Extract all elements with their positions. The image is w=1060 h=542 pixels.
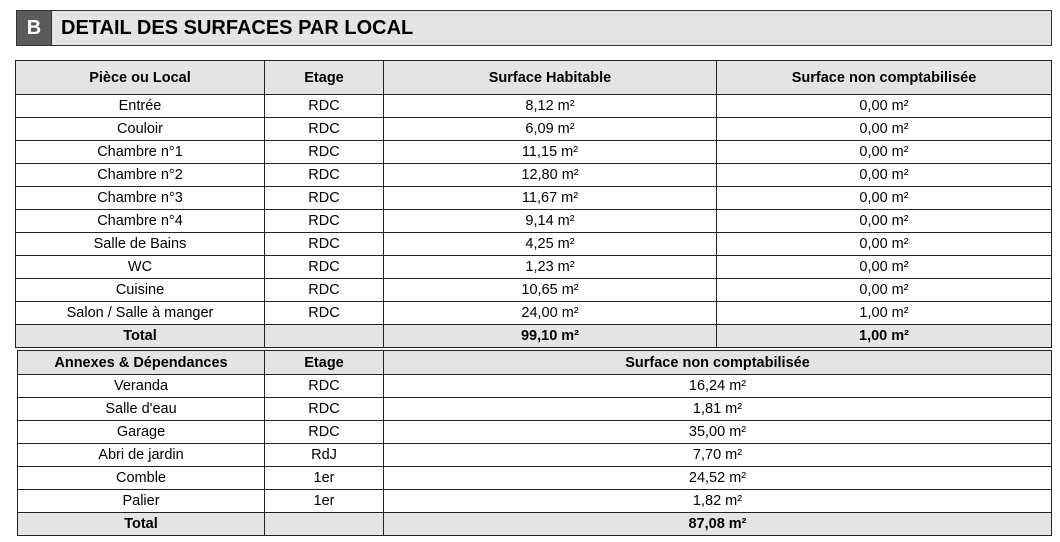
table-cell: 87,08 m² <box>383 512 1052 536</box>
table-cell: 1er <box>264 489 384 513</box>
table-cell: Veranda <box>17 374 265 398</box>
table-row: WC RDC 1,23 m² 0,00 m² <box>15 255 1052 279</box>
table-cell: 0,00 m² <box>716 140 1052 164</box>
table-cell: 0,00 m² <box>716 163 1052 187</box>
table-cell: 35,00 m² <box>383 420 1052 444</box>
section-title: DETAIL DES SURFACES PAR LOCAL <box>61 16 414 39</box>
table-row: Cuisine RDC 10,65 m² 0,00 m² <box>15 278 1052 302</box>
table-cell: 7,70 m² <box>383 443 1052 467</box>
section-header: B DETAIL DES SURFACES PAR LOCAL <box>16 10 1052 46</box>
table-cell <box>264 512 384 536</box>
table-cell: Salle de Bains <box>15 232 265 256</box>
table-cell: 11,67 m² <box>383 186 717 210</box>
table-cell: 24,00 m² <box>383 301 717 325</box>
column-header: Etage <box>264 350 384 375</box>
table-row: Abri de jardin RdJ 7,70 m² <box>17 443 1052 467</box>
table-cell: 1,23 m² <box>383 255 717 279</box>
table-cell: 9,14 m² <box>383 209 717 233</box>
table-row: Couloir RDC 6,09 m² 0,00 m² <box>15 117 1052 141</box>
table-row: Chambre n°1 RDC 11,15 m² 0,00 m² <box>15 140 1052 164</box>
total-row: Total 99,10 m² 1,00 m² <box>15 324 1052 348</box>
table-cell: RDC <box>264 117 384 141</box>
table-cell: 16,24 m² <box>383 374 1052 398</box>
table-cell: 8,12 m² <box>383 94 717 118</box>
table-cell: RDC <box>264 255 384 279</box>
column-header: Surface non comptabilisée <box>716 60 1052 95</box>
table-cell: RDC <box>264 420 384 444</box>
table-cell: Total <box>17 512 265 536</box>
table-cell: 1,82 m² <box>383 489 1052 513</box>
table-cell: Entrée <box>15 94 265 118</box>
table-cell: RDC <box>264 397 384 421</box>
table-cell: 1,00 m² <box>716 324 1052 348</box>
table-cell: Chambre n°3 <box>15 186 265 210</box>
column-header: Etage <box>264 60 384 95</box>
total-row: Total 87,08 m² <box>17 512 1052 536</box>
column-header: Annexes & Dépendances <box>17 350 265 375</box>
table-cell: Salle d'eau <box>17 397 265 421</box>
section-letter: B <box>17 11 52 45</box>
table-cell: Comble <box>17 466 265 490</box>
table-cell: 0,00 m² <box>716 278 1052 302</box>
table-cell: 0,00 m² <box>716 232 1052 256</box>
table-cell: RDC <box>264 278 384 302</box>
table-cell: 0,00 m² <box>716 117 1052 141</box>
table-cell: RDC <box>264 232 384 256</box>
table-row: Entrée RDC 8,12 m² 0,00 m² <box>15 94 1052 118</box>
table-cell: Couloir <box>15 117 265 141</box>
table-cell: Cuisine <box>15 278 265 302</box>
table-row: Garage RDC 35,00 m² <box>17 420 1052 444</box>
table-row: Chambre n°2 RDC 12,80 m² 0,00 m² <box>15 163 1052 187</box>
surfaces-table: Pièce ou Local Etage Surface Habitable Surf… <box>15 60 1052 348</box>
column-header: Pièce ou Local <box>15 60 265 95</box>
table-cell: RDC <box>264 186 384 210</box>
table-cell: Abri de jardin <box>17 443 265 467</box>
table-cell: 1,81 m² <box>383 397 1052 421</box>
table-cell: Palier <box>17 489 265 513</box>
table-cell: 6,09 m² <box>383 117 717 141</box>
table-cell: Chambre n°1 <box>15 140 265 164</box>
table-cell: 0,00 m² <box>716 186 1052 210</box>
table-cell: 1er <box>264 466 384 490</box>
table-cell: 11,15 m² <box>383 140 717 164</box>
table-cell: Total <box>15 324 265 348</box>
table-cell: RDC <box>264 163 384 187</box>
table-cell: RDC <box>264 94 384 118</box>
table-cell: Chambre n°2 <box>15 163 265 187</box>
table-cell: Salon / Salle à manger <box>15 301 265 325</box>
table-cell: 24,52 m² <box>383 466 1052 490</box>
table-header-row: Pièce ou Local Etage Surface Habitable Surf… <box>15 60 1052 95</box>
table-cell <box>264 324 384 348</box>
table-cell: RDC <box>264 209 384 233</box>
table-row: Comble 1er 24,52 m² <box>17 466 1052 490</box>
table-header-row: Annexes & Dépendances Etage Surface non co… <box>17 350 1052 375</box>
table-row: Salle de Bains RDC 4,25 m² 0,00 m² <box>15 232 1052 256</box>
table-row: Salon / Salle à manger RDC 24,00 m² 1,00 m² <box>15 301 1052 325</box>
column-header: Surface Habitable <box>383 60 717 95</box>
table-cell: 12,80 m² <box>383 163 717 187</box>
table-cell: 4,25 m² <box>383 232 717 256</box>
table-cell: 0,00 m² <box>716 209 1052 233</box>
table-cell: 1,00 m² <box>716 301 1052 325</box>
table-cell: RDC <box>264 140 384 164</box>
table-cell: RDC <box>264 374 384 398</box>
table-cell: 0,00 m² <box>716 255 1052 279</box>
table-cell: WC <box>15 255 265 279</box>
table-cell: 10,65 m² <box>383 278 717 302</box>
table-row: Chambre n°3 RDC 11,67 m² 0,00 m² <box>15 186 1052 210</box>
table-row: Salle d'eau RDC 1,81 m² <box>17 397 1052 421</box>
column-header: Surface non comptabilisée <box>383 350 1052 375</box>
table-cell: RDC <box>264 301 384 325</box>
table-cell: 99,10 m² <box>383 324 717 348</box>
table-row: Palier 1er 1,82 m² <box>17 489 1052 513</box>
table-cell: RdJ <box>264 443 384 467</box>
annexes-table: Annexes & Dépendances Etage Surface non co… <box>17 350 1052 536</box>
table-cell: 0,00 m² <box>716 94 1052 118</box>
table-cell: Chambre n°4 <box>15 209 265 233</box>
table-cell: Garage <box>17 420 265 444</box>
table-row: Chambre n°4 RDC 9,14 m² 0,00 m² <box>15 209 1052 233</box>
table-row: Veranda RDC 16,24 m² <box>17 374 1052 398</box>
